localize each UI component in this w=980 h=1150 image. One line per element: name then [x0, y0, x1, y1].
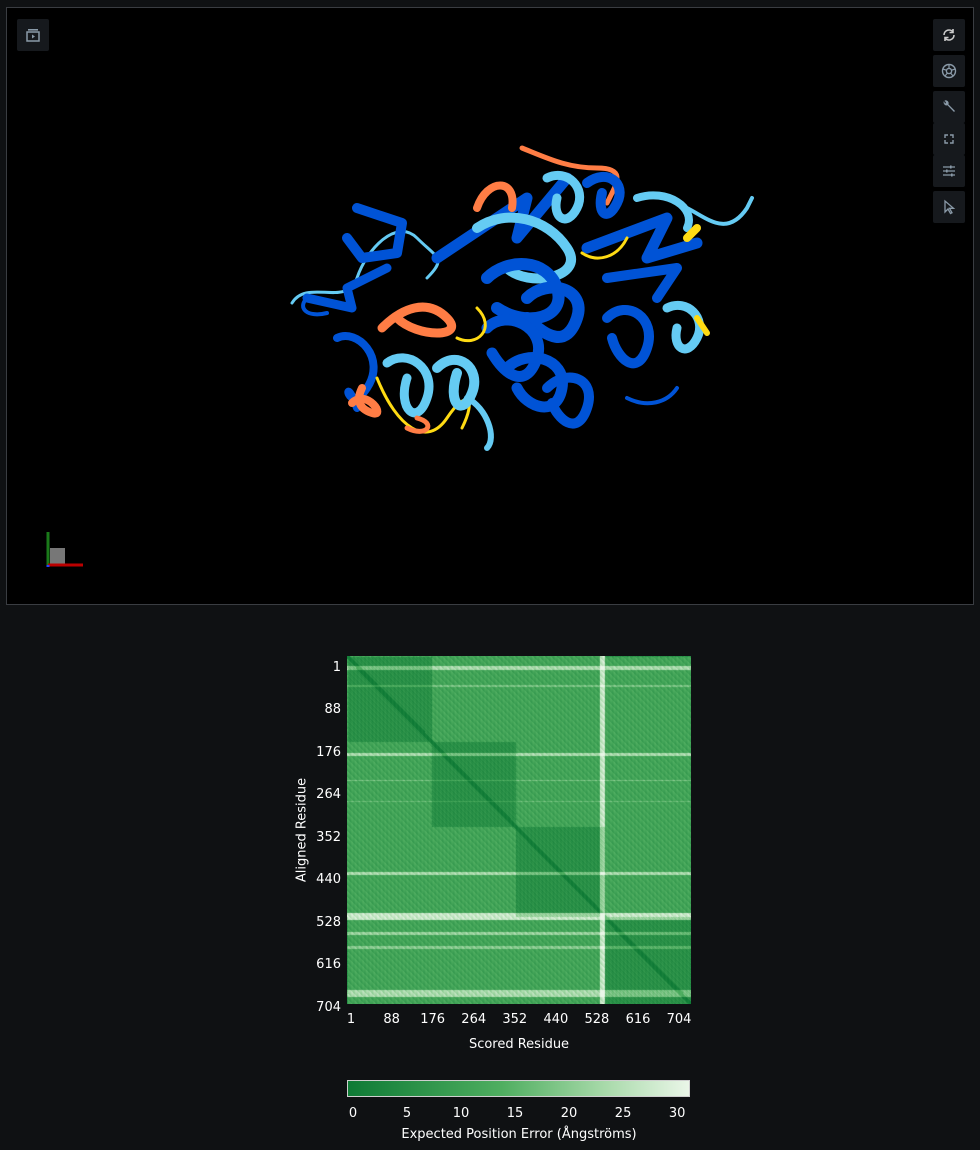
y-tick-label: 1 [332, 660, 341, 675]
structure-viewer[interactable] [6, 7, 974, 605]
selection-cursor-icon [944, 199, 956, 215]
x-tick-label: 264 [461, 1012, 487, 1027]
controls-sliders-icon [943, 165, 955, 177]
protein-cartoon[interactable] [7, 8, 973, 604]
reset-view-button[interactable] [933, 19, 965, 51]
colorbar-tick-label: 25 [614, 1106, 632, 1121]
pae-heatmap[interactable] [347, 656, 691, 1004]
y-tick-label: 704 [316, 999, 341, 1015]
y-tick-label: 440 [316, 872, 341, 888]
x-tick-label: 440 [543, 1012, 569, 1027]
colorbar-tick-label: 10 [452, 1106, 470, 1121]
y-tick-label: 616 [316, 957, 341, 973]
fullscreen-icon [944, 134, 954, 144]
colorbar-tick-label: 15 [506, 1106, 524, 1121]
settings-button[interactable] [933, 91, 965, 123]
x-tick-label: 88 [383, 1012, 400, 1027]
x-tick-label: 1 [346, 1012, 356, 1027]
x-tick-label: 616 [625, 1012, 651, 1027]
x-tick-label: 352 [502, 1012, 528, 1027]
colorbar-tick-label: 5 [402, 1106, 412, 1121]
fullscreen-button[interactable] [933, 123, 965, 155]
colorbar-tick-label: 30 [668, 1106, 686, 1121]
reset-view-icon [943, 29, 955, 41]
y-axis-label: Aligned Residue [294, 777, 310, 883]
controls-button[interactable] [933, 155, 965, 187]
screenshot-icon [941, 63, 957, 79]
colorbar-tick-label: 0 [348, 1106, 358, 1121]
settings-wrench-icon [943, 100, 955, 112]
x-tick-label: 528 [584, 1012, 610, 1027]
screenshot-button[interactable] [933, 55, 965, 87]
axis-gizmo [46, 532, 83, 567]
x-tick-label: 176 [420, 1012, 446, 1027]
x-tick-label: 704 [666, 1012, 692, 1027]
selection-mode-button[interactable] [933, 191, 965, 223]
x-axis-label: Scored Residue [468, 1037, 570, 1052]
colorbar [347, 1080, 690, 1097]
y-tick-label: 88 [324, 702, 341, 718]
y-tick-label: 264 [316, 787, 341, 803]
colorbar-label: Expected Position Error (Ångströms) [401, 1127, 637, 1142]
expand-sequence-panel-icon [26, 29, 40, 42]
y-tick-label: 176 [316, 744, 341, 760]
y-tick-label: 528 [316, 914, 341, 930]
y-tick-label: 352 [316, 829, 341, 845]
sequence-panel-button[interactable] [17, 19, 49, 51]
colorbar-tick-label: 20 [560, 1106, 578, 1121]
